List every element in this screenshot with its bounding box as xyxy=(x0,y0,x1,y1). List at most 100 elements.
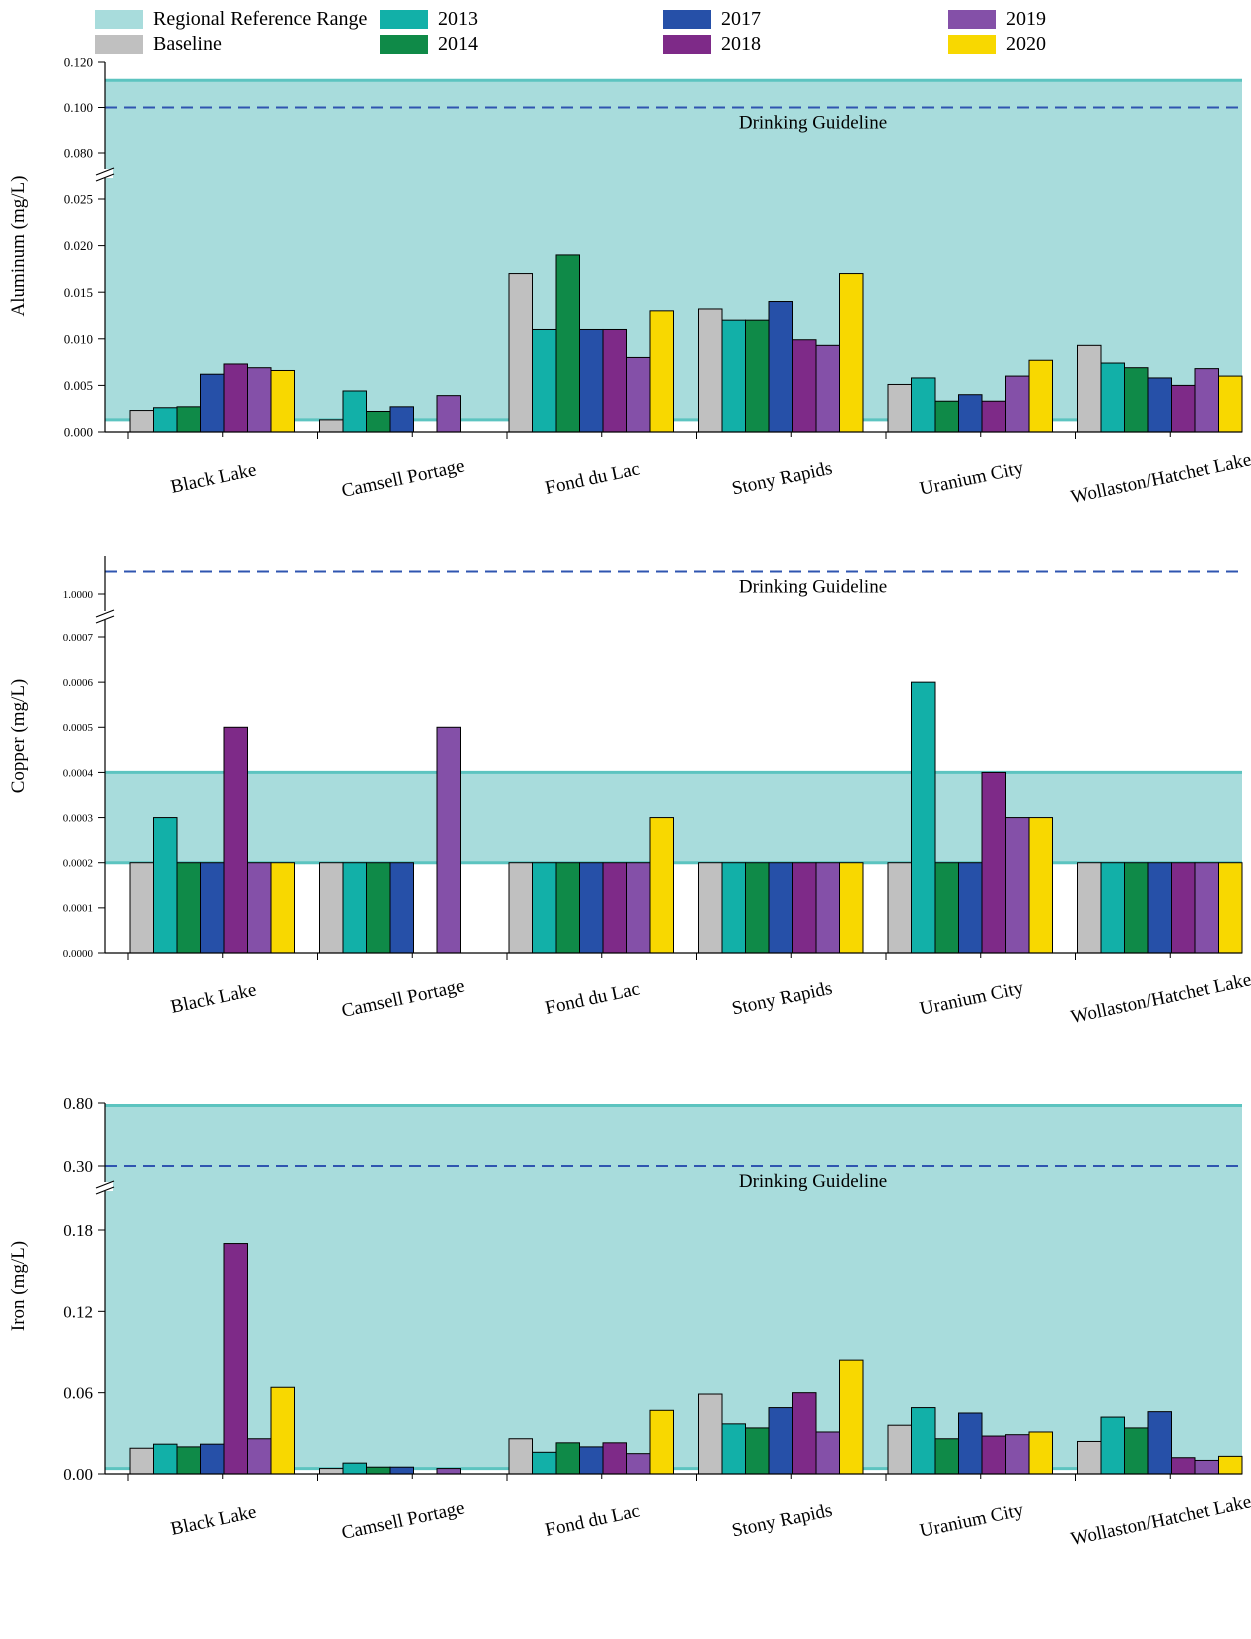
bar xyxy=(200,1443,225,1475)
y-tick-label: 0.020 xyxy=(64,238,93,253)
bar xyxy=(934,400,959,433)
bar xyxy=(981,400,1006,433)
bar xyxy=(436,726,461,954)
bar xyxy=(1147,862,1172,954)
y-tick-label: 0.015 xyxy=(64,285,93,300)
bar xyxy=(1100,362,1125,433)
bar xyxy=(319,862,344,954)
bar xyxy=(1005,375,1030,433)
y-tick-label: 0.025 xyxy=(64,192,93,207)
legend-label: 2018 xyxy=(721,33,761,55)
category-label: Black Lake xyxy=(169,459,259,498)
axis-break-mark xyxy=(95,609,115,618)
bar xyxy=(129,862,154,954)
axis-break-mark xyxy=(95,1180,115,1189)
bar xyxy=(270,1386,295,1475)
bar xyxy=(792,1392,817,1475)
bar xyxy=(1194,1459,1219,1475)
bar xyxy=(508,1438,533,1475)
bar xyxy=(176,862,201,954)
bar xyxy=(153,407,178,433)
bar xyxy=(508,273,533,433)
bar xyxy=(626,1453,651,1475)
y-axis-label: Aluminum (mg/L) xyxy=(8,176,29,317)
bar xyxy=(911,377,936,433)
bar xyxy=(436,395,461,433)
bar xyxy=(1124,1427,1149,1475)
y-tick-label: 0.0002 xyxy=(63,858,93,870)
legend-swatch xyxy=(380,10,428,29)
y-tick-label: 0.0006 xyxy=(63,677,94,689)
bar xyxy=(129,1447,154,1475)
bar xyxy=(768,301,793,433)
category-label: Camsell Portage xyxy=(340,975,467,1022)
bar xyxy=(1005,817,1030,954)
aluminum-chart: Drinking Guideline 0.000 0.005 0.010 0.015 0.… xyxy=(8,56,1251,508)
bar xyxy=(602,862,627,954)
bar xyxy=(911,681,936,954)
bar xyxy=(532,862,557,954)
bar xyxy=(389,862,414,954)
legend-label: Regional Reference Range xyxy=(153,8,368,30)
bar xyxy=(815,862,840,954)
y-tick-label: 0.00 xyxy=(63,1465,93,1484)
category-label: Stony Rapids xyxy=(730,1500,834,1542)
bar xyxy=(602,1442,627,1475)
y-tick-label: 0.010 xyxy=(64,331,93,346)
bar xyxy=(1171,384,1196,433)
bar xyxy=(200,862,225,954)
bar xyxy=(1077,1440,1102,1475)
bar xyxy=(721,1423,746,1475)
legend-swatch xyxy=(95,10,143,29)
bar xyxy=(436,1468,461,1475)
bar xyxy=(649,1409,674,1475)
category-label: Uranium City xyxy=(918,457,1026,499)
bar xyxy=(389,406,414,433)
bar xyxy=(366,410,391,433)
bar xyxy=(1218,375,1243,433)
drinking-guideline-label: Drinking Guideline xyxy=(739,113,887,134)
bar xyxy=(270,369,295,433)
category-label: Fond du Lac xyxy=(543,1500,641,1541)
bar xyxy=(508,862,533,954)
y-tick-label: 0.0004 xyxy=(63,767,94,779)
y-tick-label: 0.080 xyxy=(64,146,93,161)
legend-swatch xyxy=(948,35,996,54)
bar xyxy=(200,373,225,433)
bar xyxy=(768,1407,793,1475)
category-label: Camsell Portage xyxy=(340,1497,467,1544)
bar xyxy=(555,254,580,433)
bar xyxy=(958,394,983,433)
legend-label: Baseline xyxy=(153,33,222,55)
legend-label: 2019 xyxy=(1006,8,1046,30)
legend-label: 2020 xyxy=(1006,33,1046,55)
bar xyxy=(839,1359,864,1475)
y-tick-label: 0.0005 xyxy=(63,722,94,734)
bar xyxy=(532,1451,557,1475)
y-tick-label: 0.0003 xyxy=(63,812,94,824)
bar xyxy=(1028,817,1053,954)
bar xyxy=(1218,1455,1243,1475)
bar xyxy=(153,817,178,954)
bar xyxy=(626,356,651,433)
bar xyxy=(176,406,201,433)
axis-break-gap xyxy=(97,1182,113,1191)
category-label: Wollaston/Hatchet Lake xyxy=(1069,449,1251,508)
category-label: Camsell Portage xyxy=(340,455,467,502)
bar xyxy=(319,419,344,433)
bar xyxy=(1028,1431,1053,1475)
bar xyxy=(247,367,272,433)
category-label: Uranium City xyxy=(918,977,1026,1019)
bar xyxy=(1028,359,1053,433)
axis-break-mark xyxy=(95,615,115,624)
bar xyxy=(342,862,367,954)
category-label: Wollaston/Hatchet Lake xyxy=(1069,969,1251,1028)
bar xyxy=(247,1438,272,1475)
bar xyxy=(792,862,817,954)
bar xyxy=(698,1393,723,1475)
axis-break-mark xyxy=(95,173,115,182)
bar xyxy=(223,726,248,954)
legend-swatch xyxy=(663,10,711,29)
y-tick-label: 0.30 xyxy=(63,1157,93,1176)
bar xyxy=(1171,1457,1196,1475)
